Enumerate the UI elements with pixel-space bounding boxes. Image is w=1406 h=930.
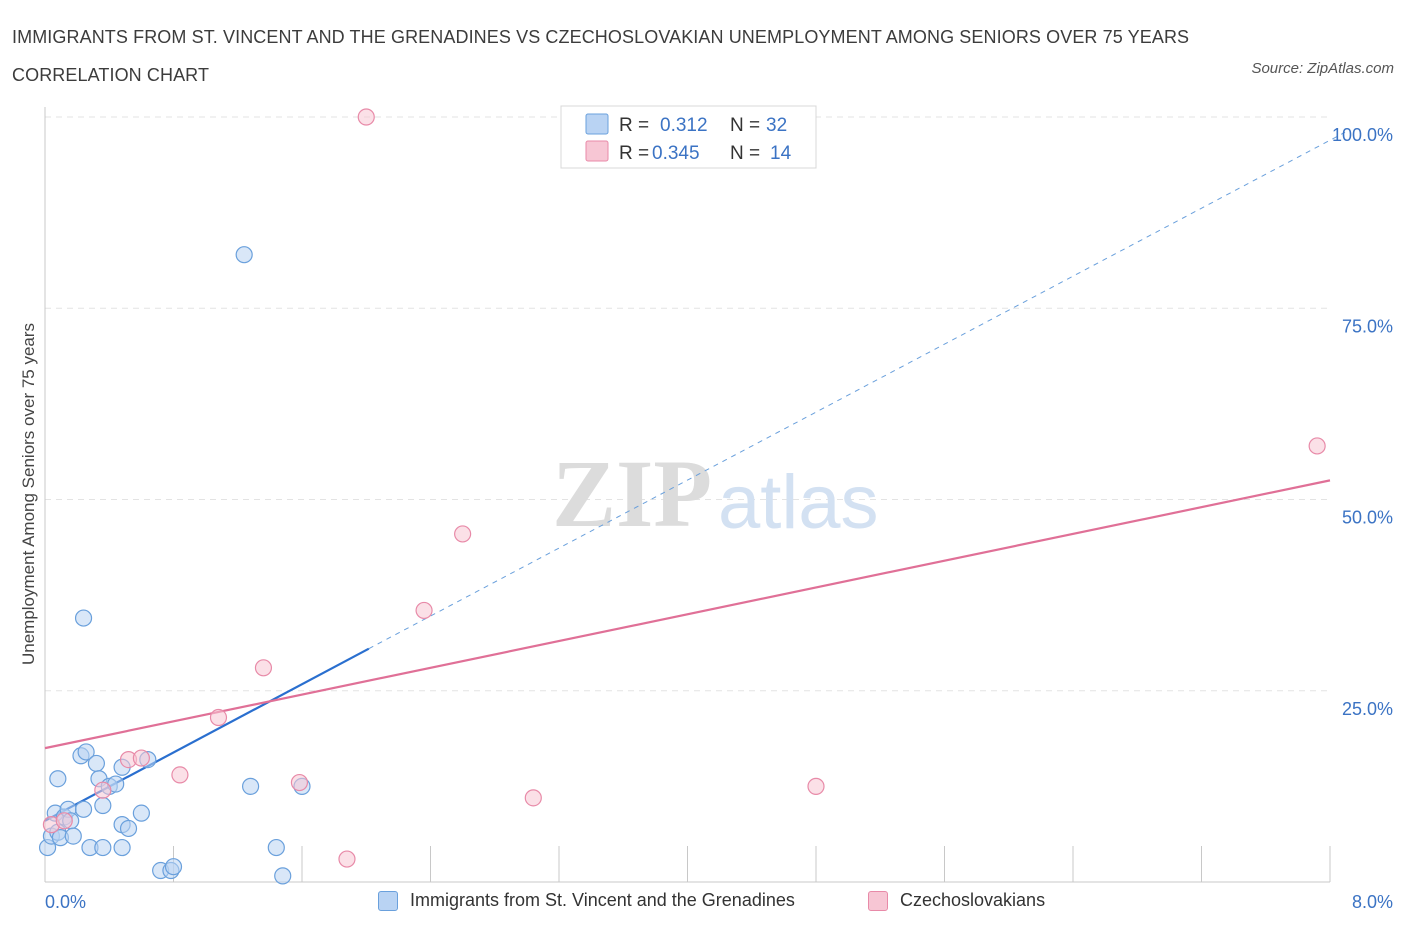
data-point-blue: [87, 754, 106, 773]
data-point-blue: [119, 819, 138, 838]
bottom-legend-swatch-blue: [378, 890, 398, 911]
legend-r-value-1: 0.312: [660, 115, 708, 136]
data-point-pink: [338, 850, 356, 868]
trend-line-blue: [44, 647, 370, 822]
watermark-atlas: atlas: [718, 460, 879, 545]
x-tick-label-min: 0.0%: [45, 892, 86, 912]
legend-swatch-pink: [585, 140, 609, 162]
tick-labels: 25.0% 50.0% 75.0% 100.0% 0.0% 8.0%: [45, 125, 1393, 912]
data-point-blue: [132, 804, 150, 822]
x-tick-label-max: 8.0%: [1352, 892, 1393, 912]
data-point-pink: [55, 812, 73, 830]
y-tick-label: 25.0%: [1342, 699, 1393, 719]
data-point-blue: [74, 800, 93, 818]
bottom-legend-label-pink: Czechoslovakians: [900, 890, 1046, 910]
data-point-pink: [290, 773, 309, 792]
legend-r-label-1: R =: [619, 115, 649, 136]
source-note: Source: ZipAtlas.com: [1251, 60, 1394, 77]
data-point-pink: [94, 781, 112, 799]
legend-n-value-1: 32: [766, 115, 787, 136]
bottom-legend-swatch-pink: [868, 890, 888, 911]
bottom-legend-label-blue: Immigrants from St. Vincent and the Gren…: [410, 890, 795, 910]
data-points: [38, 108, 1326, 885]
legend-r-label-2: R =: [619, 143, 649, 164]
bottom-legend: Immigrants from St. Vincent and the Gren…: [0, 886, 1406, 918]
data-point-pink: [209, 708, 228, 727]
legend-n-value-2: 14: [770, 143, 792, 164]
legend-box: R = 0.312 N = 32 R = 0.345 N = 14: [560, 105, 817, 169]
data-point-blue: [77, 743, 95, 761]
data-point-pink: [132, 749, 150, 767]
data-point-pink: [254, 659, 273, 677]
data-point-blue: [235, 246, 253, 264]
data-point-blue: [164, 858, 183, 876]
data-point-blue: [113, 838, 131, 857]
data-point-pink: [1308, 437, 1326, 455]
data-point-blue: [274, 867, 292, 885]
y-tick-label: 100.0%: [1332, 125, 1393, 145]
data-point-pink: [415, 601, 433, 620]
bottom-legend-item-pink[interactable]: Czechoslovakians: [868, 890, 1045, 911]
data-point-blue: [94, 796, 112, 815]
legend-r-value-2: 0.345: [652, 143, 700, 164]
y-axis-label: Unemployment Among Seniors over 75 years: [19, 323, 38, 665]
gridlines: [45, 116, 1330, 692]
data-point-pink: [171, 766, 189, 784]
data-point-blue: [94, 838, 112, 857]
chart-title: IMMIGRANTS FROM ST. VINCENT AND THE GREN…: [12, 27, 1190, 85]
data-point-pink: [807, 777, 825, 795]
trend-line-pink: [44, 479, 1331, 750]
data-point-blue: [242, 777, 260, 795]
data-point-pink: [524, 789, 542, 807]
legend-n-label-1: N =: [730, 115, 760, 136]
legend-n-label-2: N =: [730, 143, 760, 164]
watermark-zip: ZIP: [552, 440, 712, 547]
y-tick-label: 50.0%: [1342, 508, 1393, 528]
trend-line-blue-extension: [368, 131, 1346, 650]
data-point-blue: [74, 609, 93, 627]
legend-swatch-blue: [585, 113, 609, 135]
y-tick-label: 75.0%: [1342, 316, 1393, 336]
data-point-pink: [454, 525, 472, 543]
data-point-blue: [64, 827, 82, 845]
data-point-pink: [357, 108, 375, 126]
data-point-blue: [49, 770, 67, 788]
data-point-blue: [267, 838, 285, 857]
bottom-legend-item-blue[interactable]: Immigrants from St. Vincent and the Gren…: [378, 890, 795, 911]
